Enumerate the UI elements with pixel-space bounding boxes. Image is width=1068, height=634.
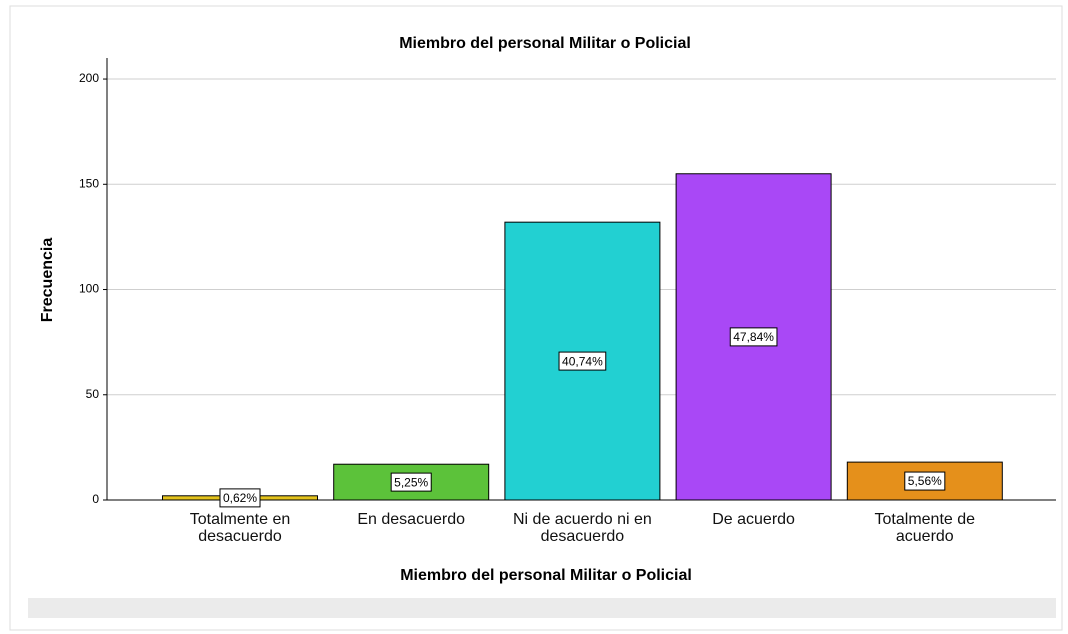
x-tick-label: Totalmente en desacuerdo <box>189 511 291 545</box>
x-tick-label: En desacuerdo <box>357 511 465 528</box>
data-label: 0,62% <box>223 491 257 505</box>
footer-bar <box>28 598 1056 618</box>
data-label-box <box>729 327 778 347</box>
data-label: 40,74% <box>562 354 603 368</box>
y-tick-label: 150 <box>79 176 99 190</box>
data-label: 47,84% <box>733 330 774 344</box>
data-label: 5,56% <box>908 474 942 488</box>
y-tick-label: 50 <box>86 387 100 401</box>
data-label-box <box>904 471 946 491</box>
y-tick-label: 200 <box>79 71 99 85</box>
data-label-box <box>219 488 261 508</box>
data-label-box <box>390 472 432 492</box>
y-tick-label: 0 <box>92 492 99 506</box>
x-tick-label: De acuerdo <box>712 511 795 528</box>
y-axis-title: Frecuencia <box>39 238 56 323</box>
data-label: 5,25% <box>394 475 428 489</box>
y-tick-label: 100 <box>79 282 99 296</box>
chart-title: Miembro del personal Militar o Policial <box>399 35 691 52</box>
data-label-box <box>558 351 607 371</box>
x-tick-label: Totalmente de acuerdo <box>874 511 976 545</box>
x-axis-title: Miembro del personal Militar o Policial <box>400 567 692 584</box>
x-tick-label: Ni de acuerdo ni en desacuerdo <box>513 511 652 545</box>
